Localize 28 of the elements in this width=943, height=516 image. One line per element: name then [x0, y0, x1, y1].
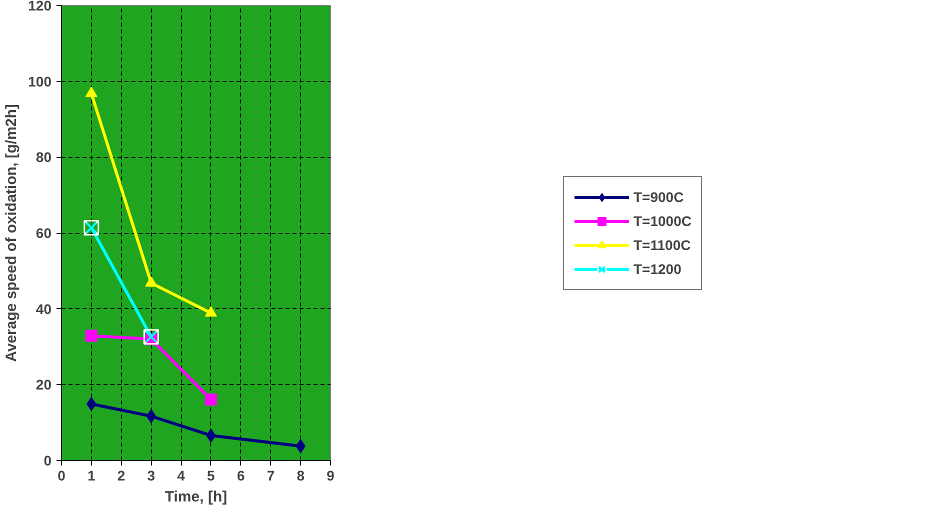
- y-tick-label: 100: [28, 73, 52, 90]
- point: [85, 86, 98, 98]
- point: [145, 276, 158, 287]
- y-tick-label: 20: [36, 376, 52, 393]
- y-tick-label: 40: [36, 300, 52, 317]
- x-tick-label: 5: [207, 468, 216, 484]
- y-tick-label: 120: [28, 0, 52, 14]
- x-tick-label: 1: [87, 468, 96, 484]
- point: [204, 306, 217, 317]
- x-tick-label: 6: [236, 468, 245, 484]
- x-tick-label: 9: [326, 468, 335, 484]
- legend-label: T=1100C: [634, 236, 691, 252]
- point: [204, 393, 217, 406]
- legend-label: T=1200: [634, 260, 682, 276]
- legend-label: T=900C: [634, 188, 684, 204]
- x-tick-label: 4: [177, 468, 186, 484]
- x-tick-label: 3: [147, 468, 156, 484]
- legend-label: T=1000C: [634, 212, 692, 228]
- y-tick-label: 80: [36, 149, 52, 166]
- x-tick-label: 7: [266, 468, 275, 484]
- x-tick-label: 8: [296, 468, 305, 484]
- y-tick-label: 60: [36, 225, 52, 241]
- x-tick-label: 0: [58, 468, 66, 484]
- x-axis-title: Time, [h]: [164, 488, 228, 506]
- point: [85, 330, 98, 342]
- y-tick-label: 0: [44, 452, 52, 468]
- x-tick-label: 2: [117, 468, 126, 484]
- y-axis-title: Average speed of oxidation, [g/m2h]: [3, 104, 20, 362]
